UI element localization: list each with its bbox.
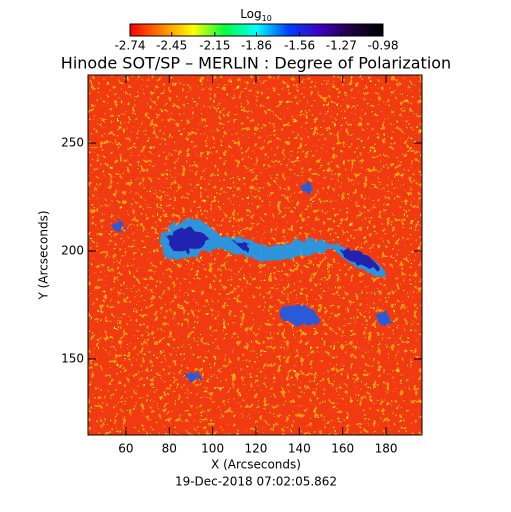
chart-title: Hinode SOT/SP – MERLIN : Degree of Polar…	[61, 54, 451, 73]
colorbar-tick-label: -0.98	[367, 39, 398, 53]
x-tick-label: 160	[331, 442, 354, 456]
colorbar-label-main: Log	[240, 7, 261, 21]
colorbar-tick-label: -1.56	[284, 39, 315, 53]
y-tick-label: 150	[61, 351, 84, 365]
colorbar-label: Log10	[240, 7, 272, 23]
colorbar-tick-label: -2.74	[114, 39, 145, 53]
x-tick-label: 140	[288, 442, 311, 456]
y-tick-label: 200	[61, 244, 84, 258]
colorbar-tick-label: -1.27	[326, 39, 357, 53]
x-tick-label: 100	[201, 442, 224, 456]
colorbar-tick-label: -1.86	[241, 39, 272, 53]
x-tick-label: 80	[162, 442, 177, 456]
image	[88, 75, 422, 435]
colorbar-label-sub: 10	[262, 14, 272, 23]
colorbar-tick-label: -2.45	[156, 39, 187, 53]
strong-field-regions	[110, 180, 391, 383]
x-tick-label: 120	[245, 442, 268, 456]
colorbar-tick-label: -2.15	[199, 39, 230, 53]
x-axis-label: X (Arcseconds)	[211, 458, 301, 472]
x-tick-label: 180	[375, 442, 398, 456]
y-tick-label: 250	[61, 136, 84, 150]
plot-frame	[87, 74, 423, 436]
y-axis-label: Y (Arcseconds)	[37, 210, 51, 300]
annotation: 19-Dec-2018 07:02:05.862	[175, 475, 337, 489]
x-tick-label: 60	[118, 442, 133, 456]
